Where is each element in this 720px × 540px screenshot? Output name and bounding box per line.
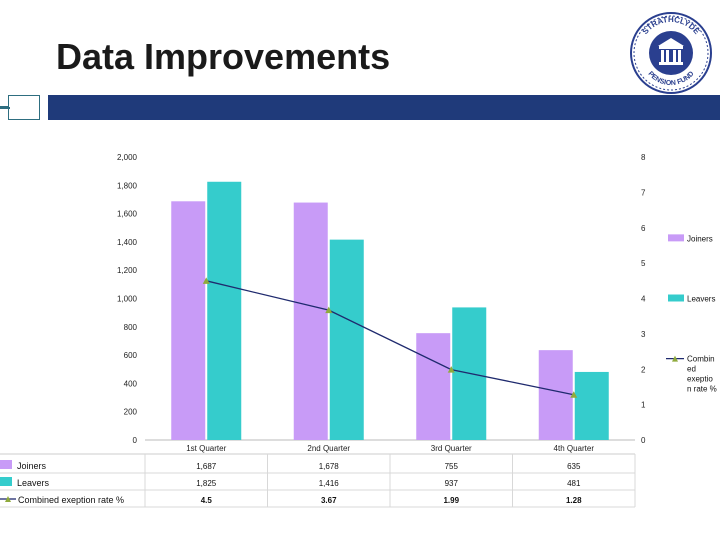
table-cell-value: 1,687 [196,462,217,471]
left-axis-tick-label: 600 [124,351,138,360]
right-axis-tick-label: 2 [641,365,646,374]
leavers-table-swatch [0,477,12,486]
left-axis-tick-label: 400 [124,379,138,388]
left-axis-tick-label: 800 [124,323,138,332]
combined-rate-marker [570,391,578,398]
title-divider-band [0,95,720,120]
band-accent-box [0,95,40,120]
joiners-bar [416,333,451,440]
table-cell-value: 4.5 [201,496,213,505]
combined-rate-marker [325,306,333,314]
table-cell-value: 481 [567,479,581,488]
category-label: 4th Quarter [554,444,595,453]
table-cell-value: 1.28 [566,496,582,505]
joiners-bar [293,202,328,440]
legend-combined-label: n rate % [687,385,717,394]
table-cell-value: 1,416 [319,479,340,488]
left-axis-tick-label: 1,800 [117,181,138,190]
legend-combined-marker [672,355,678,362]
legend-leavers-label: Leavers [687,295,715,304]
legend-joiners-label: Joiners [687,234,713,243]
left-axis-tick-label: 1,600 [117,210,138,219]
combined-rate-marker [447,366,455,373]
joiners-bar [171,201,206,440]
right-axis-tick-label: 0 [641,436,646,445]
combined-rate-marker [202,277,210,284]
joiners-table-swatch [0,460,12,469]
left-axis-tick-label: 1,000 [117,295,138,304]
table-row-label: Joiners [17,461,47,471]
left-axis-tick-label: 1,400 [117,238,138,247]
category-label: 1st Quarter [186,444,226,453]
right-axis-tick-label: 8 [641,153,646,162]
table-cell-value: 1,678 [319,462,340,471]
combined-rate-line [206,280,574,396]
legend-leavers-swatch [668,294,684,302]
category-label: 3rd Quarter [431,444,472,453]
combined-rate-table-swatch-marker [5,496,11,502]
right-axis-tick-label: 1 [641,401,646,410]
right-axis-tick-label: 3 [641,330,646,339]
quarterly-joiners-leavers-chart: 0 200 400 600 800 1,000 1,200 1,400 1,600 1,800 2,… [0,153,717,508]
table-row-label: Combined exeption rate % [18,495,124,505]
left-axis-tick-label: 200 [124,408,138,417]
table-cell-value: 1.99 [443,496,459,505]
table-cell-value: 1,825 [196,479,217,488]
band-bar [48,95,720,120]
left-axis-tick-label: 2,000 [117,153,138,162]
table-cell-value: 937 [445,479,459,488]
leavers-bar [207,181,242,440]
right-axis-tick-label: 7 [641,188,646,197]
left-axis-tick-label: 0 [133,436,138,445]
table-cell-value: 635 [567,462,581,471]
right-axis-tick-label: 6 [641,224,646,233]
right-axis-tick-label: 4 [641,295,646,304]
leavers-bar [329,239,364,440]
table-cell-value: 755 [445,462,459,471]
right-axis-tick-label: 5 [641,259,646,268]
legend-joiners-swatch [668,234,684,242]
slide-title: Data Improvements [56,36,391,77]
strathclyde-pension-fund-logo: STRATHCLYDE PENSION FUND [628,10,714,96]
category-label: 2nd Quarter [307,444,350,453]
table-row-label: Leavers [17,478,50,488]
joiners-bar [538,350,573,440]
table-cell-value: 3.67 [321,496,337,505]
legend-combined-label: ed [687,365,696,374]
legend-combined-label: Combin [687,355,715,364]
leavers-bar [574,371,609,440]
left-axis-tick-label: 1,200 [117,266,138,275]
legend-combined-label: exeptio [687,375,713,384]
